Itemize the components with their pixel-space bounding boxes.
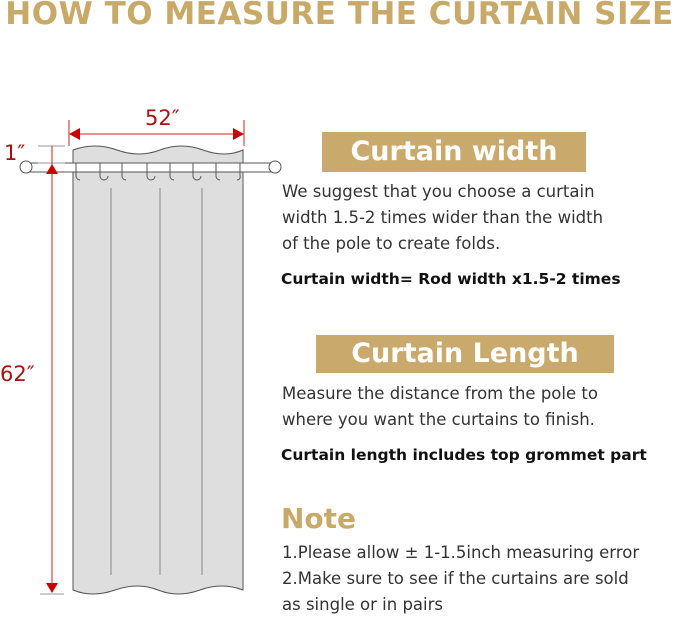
note-heading: Note: [281, 502, 357, 535]
page-title: HOW TO MEASURE THE CURTAIN SIZE: [5, 0, 674, 32]
width-text-line: of the pole to create folds.: [282, 234, 501, 253]
length-label: 62″: [0, 362, 35, 386]
curtain-diagram: [19, 120, 282, 595]
note-line: as single or in pairs: [282, 595, 444, 614]
length-formula: Curtain length includes top grommet part: [281, 446, 647, 464]
width-formula: Curtain width= Rod width x1.5-2 times: [281, 270, 621, 288]
curtain-length-heading: Curtain Length: [316, 335, 614, 373]
curtain-panel: [72, 145, 244, 595]
length-text-line: where you want the curtains to finish.: [282, 410, 595, 429]
width-text-line: We suggest that you choose a curtain: [282, 182, 595, 201]
width-dimension: [68, 120, 245, 146]
note-line: 2.Make sure to see if the curtains are s…: [282, 569, 629, 588]
grommets: [75, 163, 241, 181]
width-text-line: width 1.5-2 times wider than the width: [282, 208, 604, 227]
curtain-width-heading: Curtain width: [322, 132, 586, 172]
length-text-line: Measure the distance from the pole to: [282, 384, 598, 403]
note-line: 1.Please allow ± 1-1.5inch measuring err…: [282, 543, 640, 562]
length-dimension: [38, 145, 65, 595]
top-grommet-label: 1″: [4, 141, 26, 165]
width-label: 52″: [145, 106, 180, 130]
curtain-rod: [19, 160, 282, 174]
